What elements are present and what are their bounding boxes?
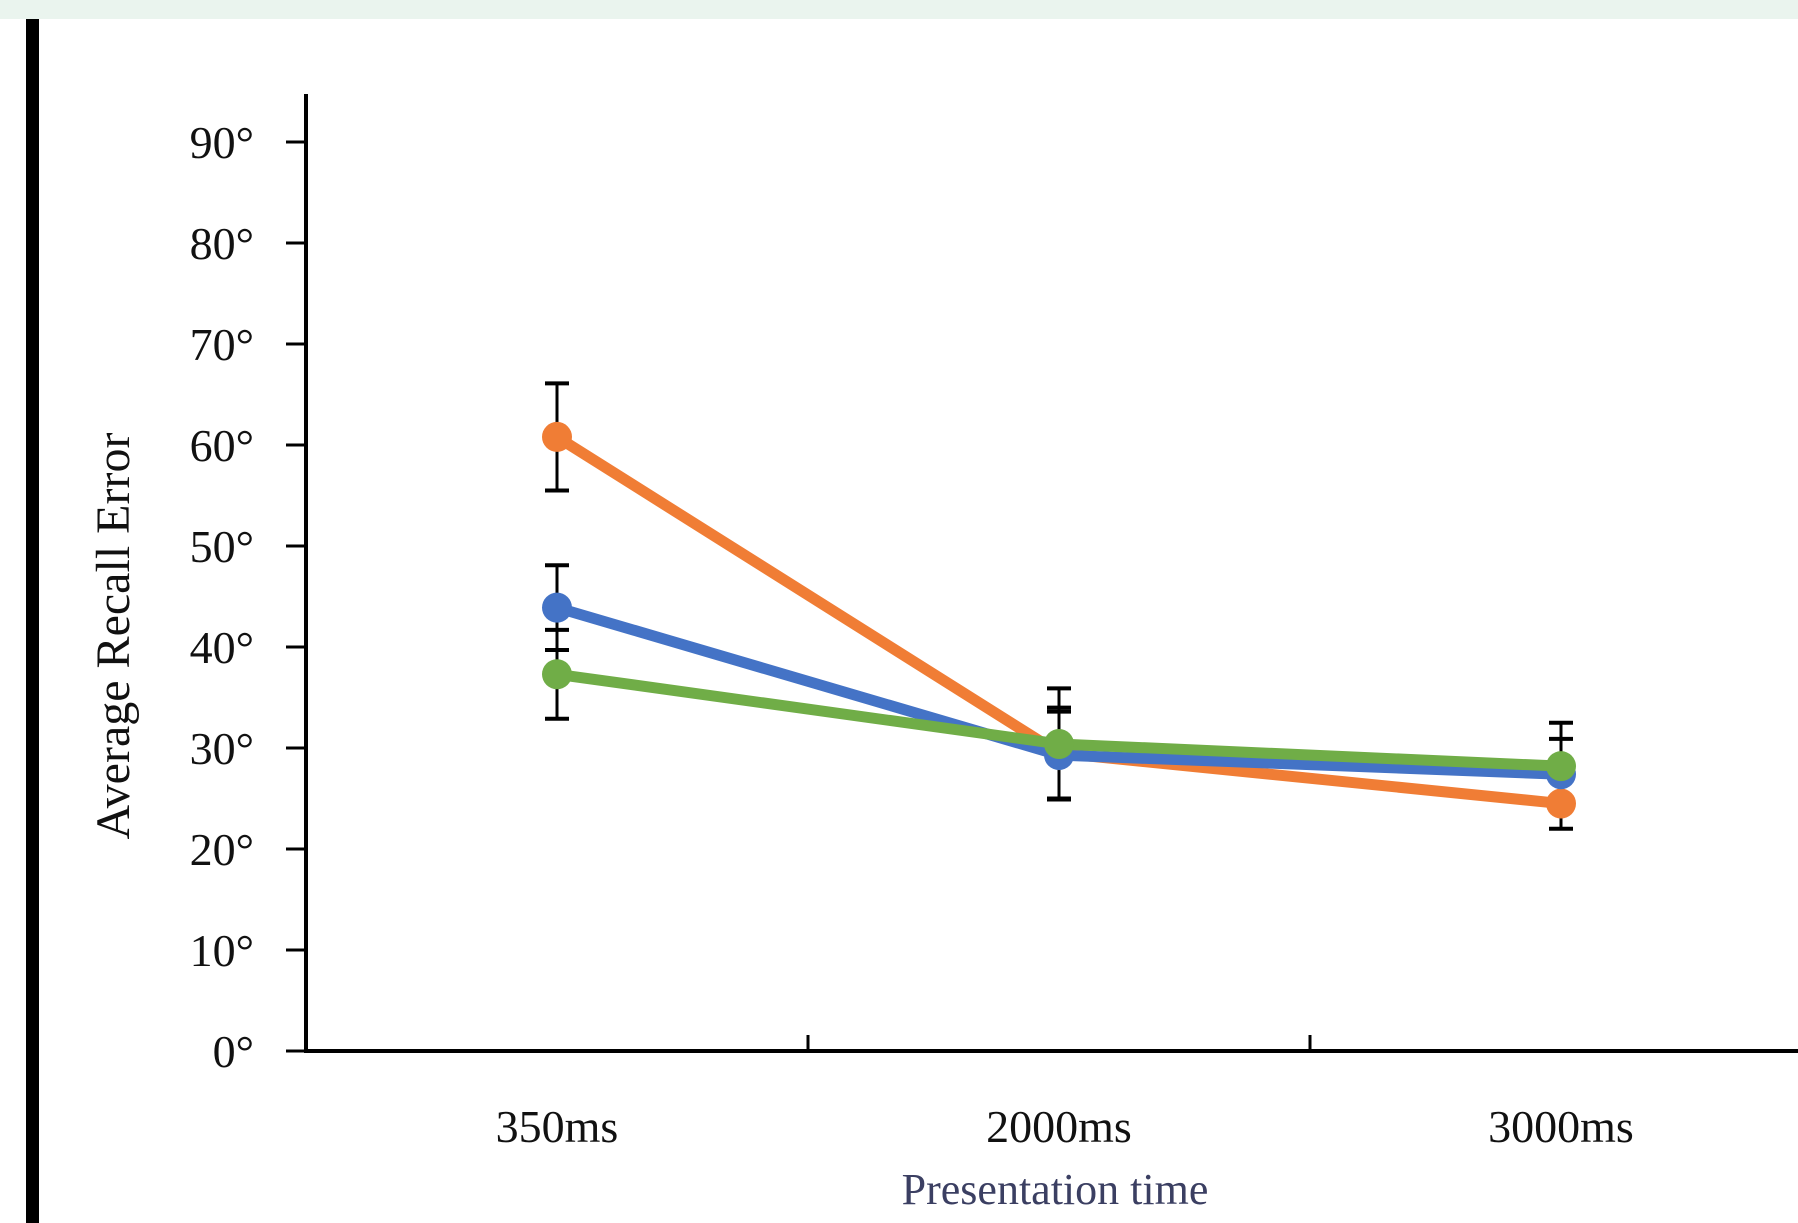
y-tick-label: 40° [190, 622, 254, 673]
y-tick-label: 60° [190, 420, 254, 471]
y-tick-label: 30° [190, 723, 254, 774]
data-point [542, 421, 572, 452]
data-point [542, 659, 572, 690]
y-tick-label: 70° [190, 319, 254, 370]
data-point [542, 592, 572, 623]
x-axis: 350ms 2000ms 3000ms [304, 1035, 1798, 1152]
x-tick-label: 350ms [496, 1101, 619, 1152]
data-point [1044, 728, 1074, 759]
x-tick-label: 2000ms [986, 1101, 1132, 1152]
y-tick-label: 50° [190, 521, 254, 572]
series-layer [542, 381, 1576, 831]
y-tick-label: 20° [190, 824, 254, 875]
y-tick-label: 80° [190, 218, 254, 269]
top-band [0, 0, 1798, 19]
y-axis: 0° 10° 20° 30° 40° 50° 60° 70° 80° 90° [190, 94, 308, 1077]
x-tick-label: 3000ms [1488, 1101, 1634, 1152]
y-tick-label: 90° [190, 117, 254, 168]
y-axis-title: Average Recall Error [87, 433, 140, 840]
data-point [1546, 751, 1576, 782]
y-tick-label: 0° [213, 1026, 254, 1077]
y-tick-label: 10° [190, 925, 254, 976]
left-border-bar [26, 19, 39, 1223]
x-axis-title: Presentation time [902, 1165, 1209, 1214]
data-point [1546, 788, 1576, 819]
